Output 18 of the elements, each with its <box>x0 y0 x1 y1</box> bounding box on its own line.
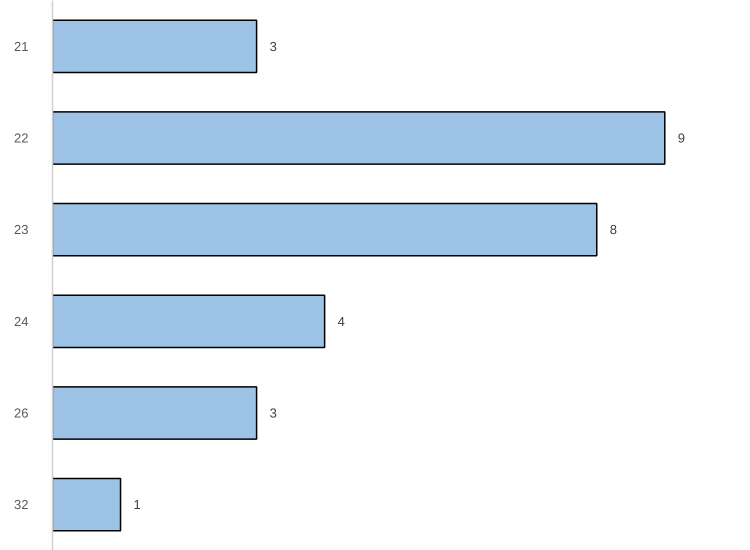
data-label: 9 <box>678 130 686 146</box>
bar <box>52 19 258 74</box>
bar <box>52 478 122 532</box>
bar <box>52 386 258 440</box>
data-label: 1 <box>134 497 141 512</box>
data-label: 3 <box>270 38 277 54</box>
y-tick-label: 22 <box>14 130 29 146</box>
bar <box>52 294 326 348</box>
y-tick-label: 26 <box>14 406 29 420</box>
data-label: 4 <box>338 314 345 329</box>
bar <box>52 202 598 257</box>
y-tick-label: 23 <box>14 222 29 238</box>
y-tick-label: 21 <box>14 38 29 54</box>
bar <box>52 111 666 165</box>
data-label: 8 <box>610 222 617 238</box>
y-tick-label: 24 <box>14 314 29 329</box>
data-label: 3 <box>270 406 277 420</box>
y-tick-label: 32 <box>14 497 29 512</box>
